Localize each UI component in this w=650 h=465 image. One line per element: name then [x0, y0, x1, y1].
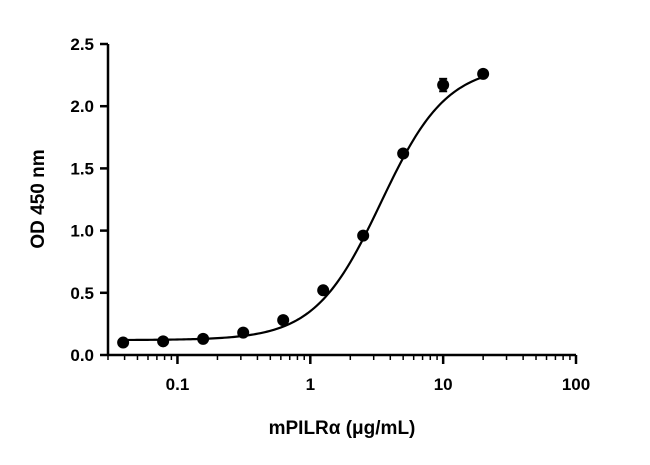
data-points	[117, 67, 490, 349]
axes	[106, 44, 576, 357]
data-point	[117, 336, 130, 349]
data-point	[477, 67, 490, 80]
data-point	[197, 332, 210, 345]
fit-curve	[123, 75, 484, 342]
data-point	[397, 147, 410, 160]
x-tick-label: 10	[434, 375, 453, 394]
y-ticks: 0.0 0.5 1.0 1.5 2.0 2.5	[70, 35, 108, 365]
x-tick-label: 100	[562, 375, 590, 394]
x-axis-title: mPILRα (μg/mL)	[269, 418, 416, 439]
data-point	[317, 284, 330, 297]
x-tick-label: 0.1	[166, 375, 190, 394]
data-point	[437, 79, 450, 92]
y-tick-label: 0.5	[70, 284, 94, 303]
data-point	[237, 326, 250, 339]
y-tick-label: 2.0	[70, 97, 94, 116]
x-tick-label: 1	[306, 375, 315, 394]
y-tick-label: 1.5	[70, 159, 94, 178]
data-point	[157, 335, 170, 348]
x-ticks: 0.1 1 10 100	[107, 355, 590, 394]
data-point	[277, 314, 290, 327]
y-axis-title: OD 450 nm	[28, 149, 49, 248]
y-tick-label: 0.0	[70, 346, 94, 365]
data-point	[357, 229, 370, 242]
y-tick-label: 2.5	[70, 35, 94, 54]
y-tick-label: 1.0	[70, 222, 94, 241]
